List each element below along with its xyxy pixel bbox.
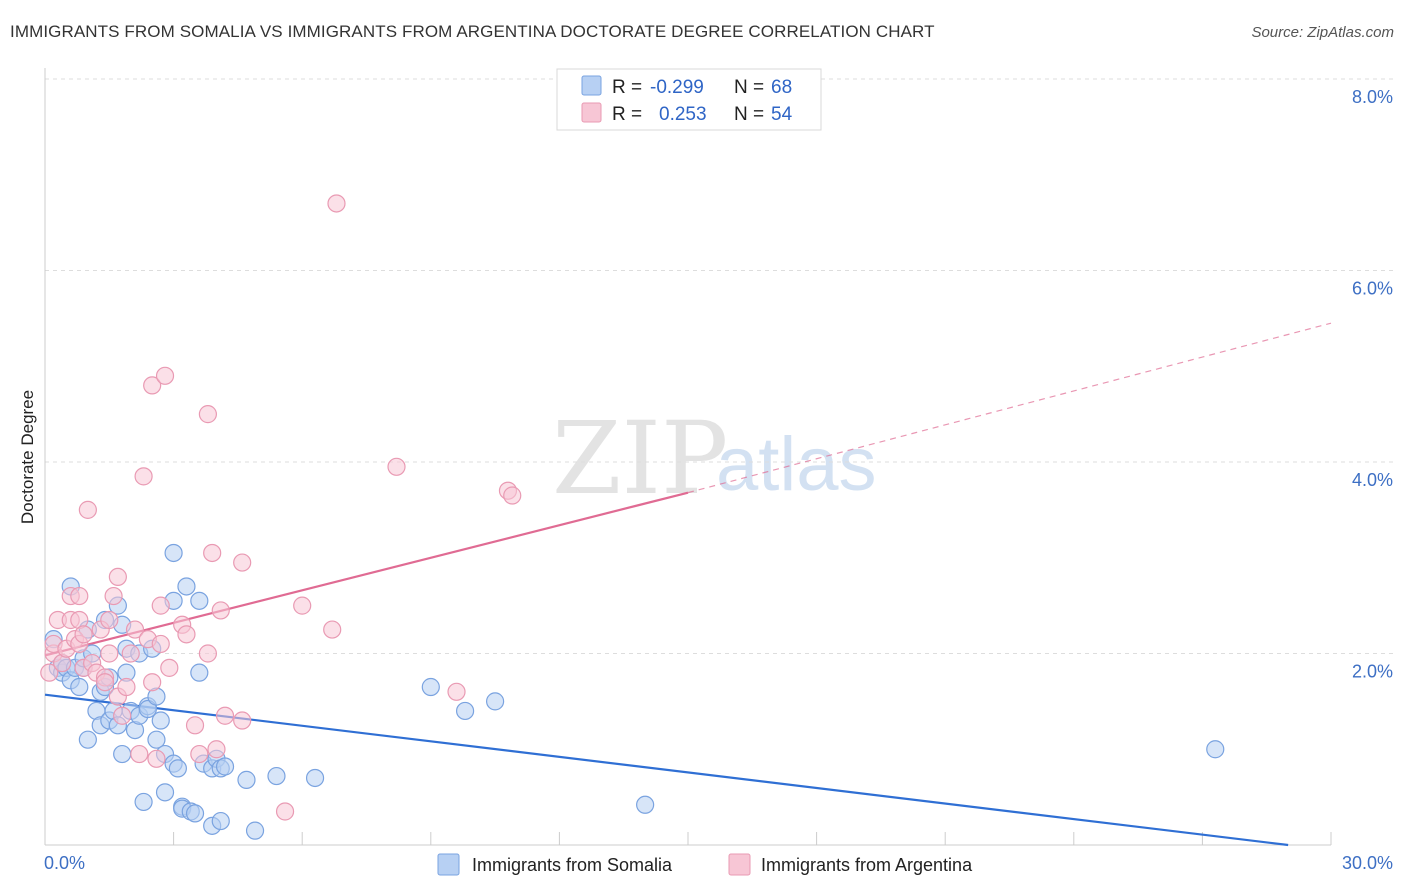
point-argentina xyxy=(108,567,127,587)
x-tick-label-max: 30.0% xyxy=(1342,853,1393,873)
point-argentina xyxy=(100,644,119,663)
point-argentina xyxy=(185,716,205,735)
point-somalia xyxy=(190,591,209,610)
point-argentina xyxy=(40,663,59,682)
point-argentina xyxy=(95,673,115,692)
point-argentina xyxy=(147,749,166,768)
point-somalia xyxy=(486,692,505,711)
point-argentina xyxy=(503,486,522,505)
point-argentina xyxy=(117,677,136,697)
legend-n-value-somalia: 68 xyxy=(771,77,792,98)
legend-n-label-somalia: N = xyxy=(734,77,764,98)
point-somalia xyxy=(78,730,97,749)
point-somalia xyxy=(177,577,196,596)
trend-line-somalia xyxy=(44,693,1289,847)
point-argentina xyxy=(74,625,93,644)
point-argentina xyxy=(104,586,123,606)
trend-layer xyxy=(44,322,1332,847)
trend-extension-argentina xyxy=(687,322,1332,494)
point-somalia xyxy=(168,759,187,778)
watermark-zip: ZIP xyxy=(552,400,728,517)
point-somalia xyxy=(267,766,286,786)
point-argentina xyxy=(211,601,230,620)
point-argentina xyxy=(143,673,162,692)
legend-r-label-somalia: R = xyxy=(612,77,642,98)
legend-swatch-argentina xyxy=(581,102,602,123)
point-somalia xyxy=(151,711,170,730)
points-layer xyxy=(40,194,1225,840)
point-somalia xyxy=(237,770,256,789)
point-argentina xyxy=(130,744,149,764)
point-argentina xyxy=(190,744,209,764)
point-somalia xyxy=(1206,740,1225,759)
point-argentina xyxy=(134,467,153,486)
series-legend-label-argentina: Immigrants from Argentina xyxy=(761,855,973,875)
point-argentina xyxy=(203,543,222,563)
point-somalia xyxy=(147,730,166,749)
point-argentina xyxy=(327,194,346,213)
point-argentina xyxy=(121,644,140,663)
point-somalia xyxy=(113,744,132,764)
point-somalia xyxy=(134,792,153,812)
correlation-legend: R = -0.299 N = 68 R = 0.253 N = 54 xyxy=(556,68,822,131)
point-argentina xyxy=(233,711,252,730)
point-somalia xyxy=(190,663,209,682)
point-argentina xyxy=(293,596,312,615)
point-argentina xyxy=(387,457,406,476)
point-somalia xyxy=(211,811,230,831)
y-tick-label: 6.0% xyxy=(1352,279,1393,299)
y-tick-label: 4.0% xyxy=(1352,470,1393,490)
series-legend-swatch-argentina xyxy=(728,853,751,876)
point-somalia xyxy=(155,783,175,802)
point-argentina xyxy=(207,740,226,759)
series-legend-swatch-somalia xyxy=(437,853,460,876)
point-argentina xyxy=(198,405,217,424)
point-argentina xyxy=(447,682,466,701)
point-argentina xyxy=(143,376,162,395)
series-legend-label-somalia: Immigrants from Somalia xyxy=(472,855,673,875)
point-somalia xyxy=(636,795,655,814)
source-credit: Source: ZipAtlas.com xyxy=(1251,24,1394,41)
y-tick-label: 8.0% xyxy=(1352,87,1393,107)
point-argentina xyxy=(113,706,132,725)
point-somalia xyxy=(421,677,440,697)
point-argentina xyxy=(160,658,179,677)
y-tick-label: 2.0% xyxy=(1352,662,1393,682)
point-argentina xyxy=(233,553,252,572)
legend-r-value-somalia: -0.299 xyxy=(650,77,704,98)
point-somalia xyxy=(164,543,183,563)
y-axis-label: Doctorate Degree xyxy=(18,390,37,524)
point-somalia xyxy=(305,768,325,788)
legend-r-label-argentina: R = xyxy=(612,104,642,125)
point-argentina xyxy=(70,586,89,606)
point-argentina xyxy=(198,644,217,663)
point-argentina xyxy=(125,620,145,639)
point-argentina xyxy=(215,706,235,725)
point-somalia xyxy=(185,804,205,823)
legend-r-value-argentina: 0.253 xyxy=(659,104,707,125)
point-argentina xyxy=(177,625,196,644)
x-tick-label-min: 0.0% xyxy=(44,853,85,873)
point-somalia xyxy=(138,699,157,719)
series-legend: Immigrants from Somalia Immigrants from … xyxy=(437,853,973,876)
point-somalia xyxy=(245,821,265,840)
point-argentina xyxy=(151,596,170,615)
legend-swatch-somalia xyxy=(581,75,602,96)
point-argentina xyxy=(78,500,97,519)
point-argentina xyxy=(151,634,170,654)
legend-n-value-argentina: 54 xyxy=(771,104,793,125)
chart-title: IMMIGRANTS FROM SOMALIA VS IMMIGRANTS FR… xyxy=(10,22,935,41)
point-somalia xyxy=(455,701,475,721)
trend-line-argentina xyxy=(44,491,689,657)
point-somalia xyxy=(215,757,235,776)
legend-n-label-argentina: N = xyxy=(734,104,764,125)
point-argentina xyxy=(100,610,119,630)
point-somalia xyxy=(70,677,89,697)
point-argentina xyxy=(155,366,175,385)
point-argentina xyxy=(275,802,295,821)
point-argentina xyxy=(323,620,342,639)
axes-layer: 2.0% 4.0% 6.0% 8.0% 0.0% 30.0% xyxy=(44,68,1393,873)
